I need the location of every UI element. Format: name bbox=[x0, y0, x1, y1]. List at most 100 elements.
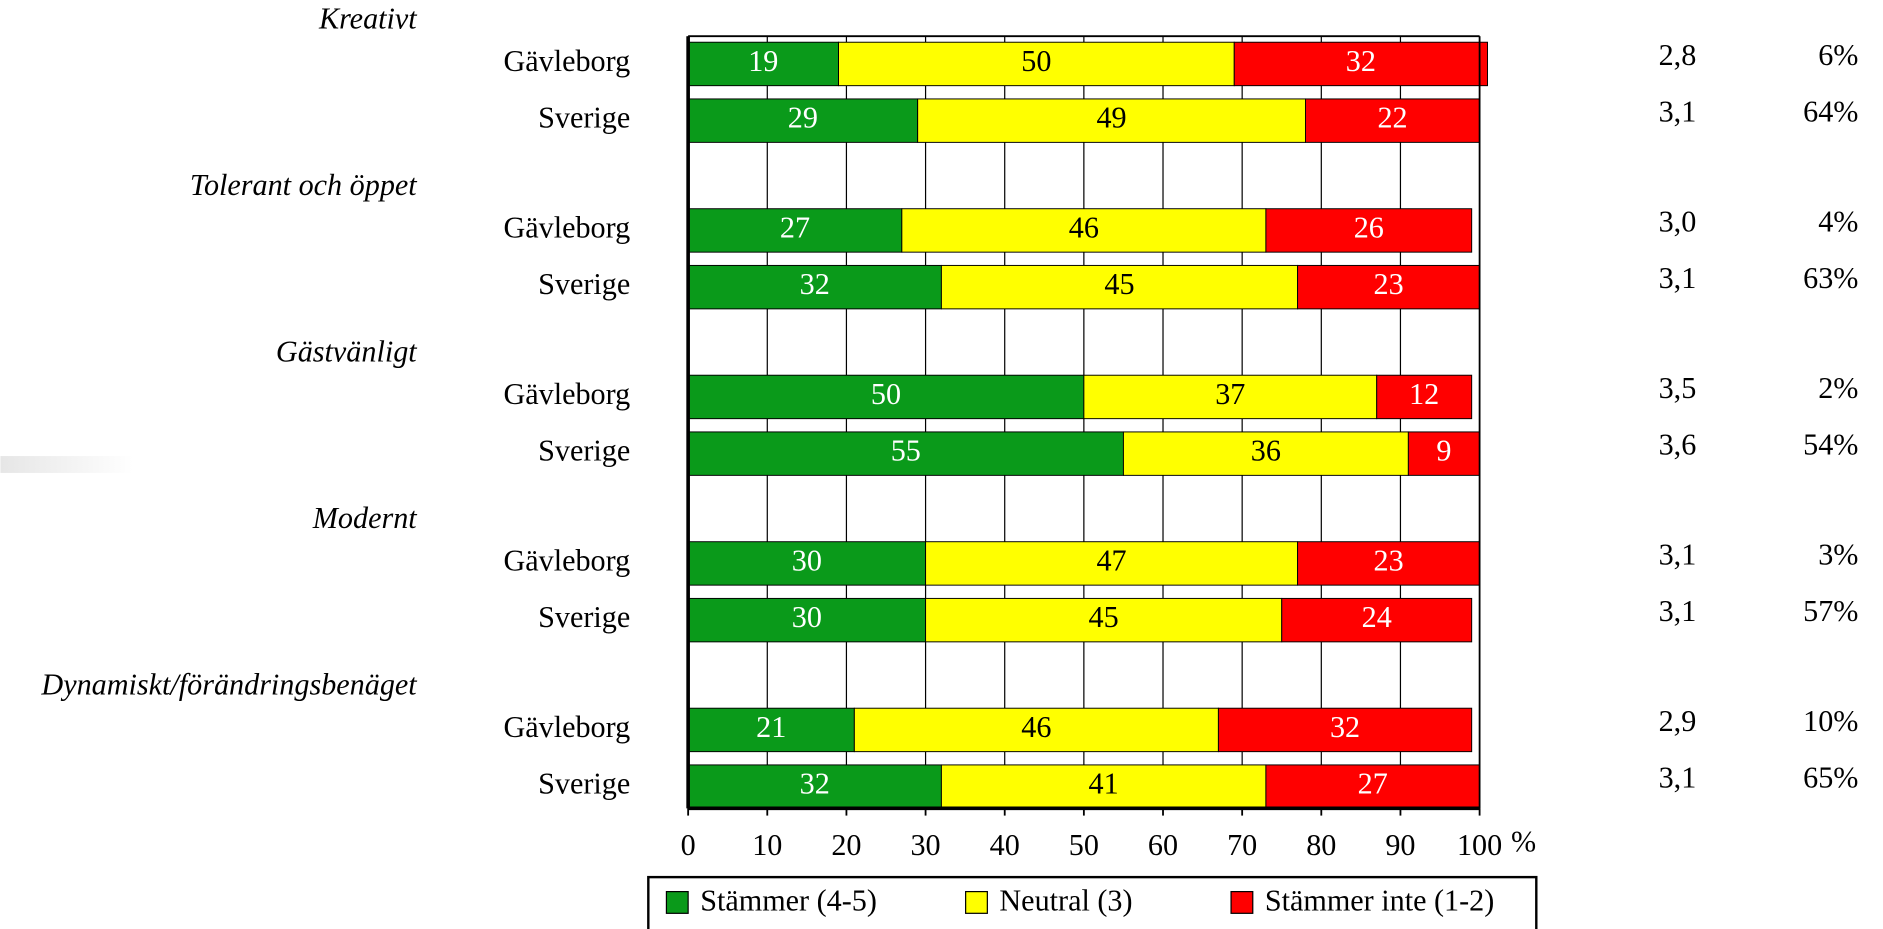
category-label: Sverige bbox=[538, 767, 630, 801]
data-label: 12 bbox=[1409, 377, 1439, 411]
share-value: 64% bbox=[1803, 95, 1858, 129]
data-label: 50 bbox=[1021, 44, 1051, 78]
share-value: 2% bbox=[1818, 371, 1858, 405]
data-label: 19 bbox=[748, 44, 778, 78]
bar-segment bbox=[1265, 208, 1473, 253]
bar-segment bbox=[687, 431, 1124, 476]
x-tick-label: 10 bbox=[752, 828, 782, 862]
x-tick-label: 30 bbox=[910, 828, 940, 862]
data-label: 9 bbox=[1436, 434, 1451, 468]
data-label: 41 bbox=[1089, 767, 1119, 801]
data-label: 32 bbox=[1330, 710, 1360, 744]
x-tick-label: 90 bbox=[1385, 828, 1415, 862]
share-value: 54% bbox=[1803, 428, 1858, 462]
share-value: 3% bbox=[1818, 537, 1858, 571]
bar-segment bbox=[1281, 597, 1473, 643]
data-label: 47 bbox=[1096, 543, 1126, 577]
category-label: Sverige bbox=[538, 434, 630, 468]
x-unit: % bbox=[1511, 824, 1536, 858]
x-tick-label: 0 bbox=[681, 828, 696, 862]
data-label: 21 bbox=[756, 710, 786, 744]
group-label: Modernt bbox=[312, 501, 417, 535]
legend-label: Neutral (3) bbox=[999, 884, 1132, 918]
data-label: 23 bbox=[1374, 543, 1404, 577]
bar-segment bbox=[901, 208, 1267, 253]
legend-swatch bbox=[1230, 890, 1254, 914]
mean-value: 3,1 bbox=[1659, 594, 1697, 628]
bar-segment bbox=[917, 98, 1306, 143]
bar-segment bbox=[940, 764, 1267, 809]
x-tick-label: 80 bbox=[1306, 828, 1336, 862]
data-label: 29 bbox=[788, 101, 818, 135]
category-label: Gävleborg bbox=[503, 710, 630, 744]
share-value: 63% bbox=[1803, 261, 1858, 295]
mean-value: 3,5 bbox=[1659, 371, 1697, 405]
mean-value: 3,1 bbox=[1659, 761, 1697, 795]
bar-segment bbox=[1407, 431, 1481, 476]
data-label: 26 bbox=[1354, 210, 1384, 244]
data-label: 23 bbox=[1374, 267, 1404, 301]
share-value: 10% bbox=[1803, 704, 1858, 738]
x-tick-label: 50 bbox=[1069, 828, 1099, 862]
category-label: Sverige bbox=[538, 267, 630, 301]
data-label: 49 bbox=[1096, 101, 1126, 135]
bar-segment bbox=[687, 41, 839, 87]
bar-segment bbox=[1297, 264, 1481, 310]
mean-value: 3,1 bbox=[1659, 95, 1697, 129]
data-label: 36 bbox=[1251, 434, 1281, 468]
bar-segment bbox=[1376, 374, 1473, 420]
x-tick-label: 20 bbox=[831, 828, 861, 862]
bar-segment bbox=[687, 541, 927, 586]
category-label: Sverige bbox=[538, 600, 630, 634]
category-label: Gävleborg bbox=[503, 377, 630, 411]
legend-label: Stämmer inte (1-2) bbox=[1265, 884, 1494, 918]
legend-swatch bbox=[665, 890, 689, 914]
mean-value: 3,1 bbox=[1659, 261, 1697, 295]
group-label: Kreativt bbox=[318, 2, 417, 36]
data-label: 30 bbox=[792, 543, 822, 577]
mean-value: 2,8 bbox=[1659, 38, 1697, 72]
bar-segment bbox=[1265, 764, 1481, 809]
data-label: 37 bbox=[1215, 377, 1245, 411]
category-label: Gävleborg bbox=[503, 543, 630, 577]
bar-segment bbox=[1083, 374, 1378, 420]
bar-segment bbox=[687, 208, 903, 253]
group-label: Tolerant och öppet bbox=[190, 168, 417, 202]
bar-segment bbox=[838, 41, 1235, 87]
x-tick-label: 100 bbox=[1457, 828, 1502, 862]
mean-value: 3,6 bbox=[1659, 428, 1697, 462]
data-label: 27 bbox=[1358, 767, 1388, 801]
bar-segment bbox=[925, 597, 1283, 643]
data-label: 46 bbox=[1069, 210, 1099, 244]
data-label: 32 bbox=[1346, 44, 1376, 78]
group-label: Dynamiskt/förändringsbenäget bbox=[40, 668, 417, 702]
x-tick-label: 70 bbox=[1227, 828, 1257, 862]
data-label: 24 bbox=[1362, 600, 1392, 634]
bar-segment bbox=[687, 98, 919, 143]
category-label: Gävleborg bbox=[503, 210, 630, 244]
bar-segment bbox=[1122, 431, 1409, 476]
x-tick-label: 60 bbox=[1148, 828, 1178, 862]
bar-segment bbox=[1304, 98, 1481, 143]
data-label: 55 bbox=[891, 434, 921, 468]
legend bbox=[647, 875, 1538, 929]
group-label: Gästvänligt bbox=[276, 335, 417, 369]
mean-value: 3,1 bbox=[1659, 537, 1697, 571]
bar-segment bbox=[687, 707, 855, 753]
data-label: 22 bbox=[1377, 101, 1407, 135]
data-label: 27 bbox=[780, 210, 810, 244]
category-label: Sverige bbox=[538, 101, 630, 135]
data-label: 50 bbox=[871, 377, 901, 411]
data-label: 46 bbox=[1021, 710, 1051, 744]
share-value: 6% bbox=[1818, 38, 1858, 72]
mean-value: 2,9 bbox=[1659, 704, 1697, 738]
category-label: Gävleborg bbox=[503, 44, 630, 78]
bar-segment bbox=[687, 264, 942, 310]
share-value: 57% bbox=[1803, 594, 1858, 628]
data-label: 45 bbox=[1089, 600, 1119, 634]
bar-segment bbox=[940, 264, 1299, 310]
share-value: 65% bbox=[1803, 761, 1858, 795]
decoration bbox=[0, 456, 134, 473]
data-label: 32 bbox=[800, 767, 830, 801]
